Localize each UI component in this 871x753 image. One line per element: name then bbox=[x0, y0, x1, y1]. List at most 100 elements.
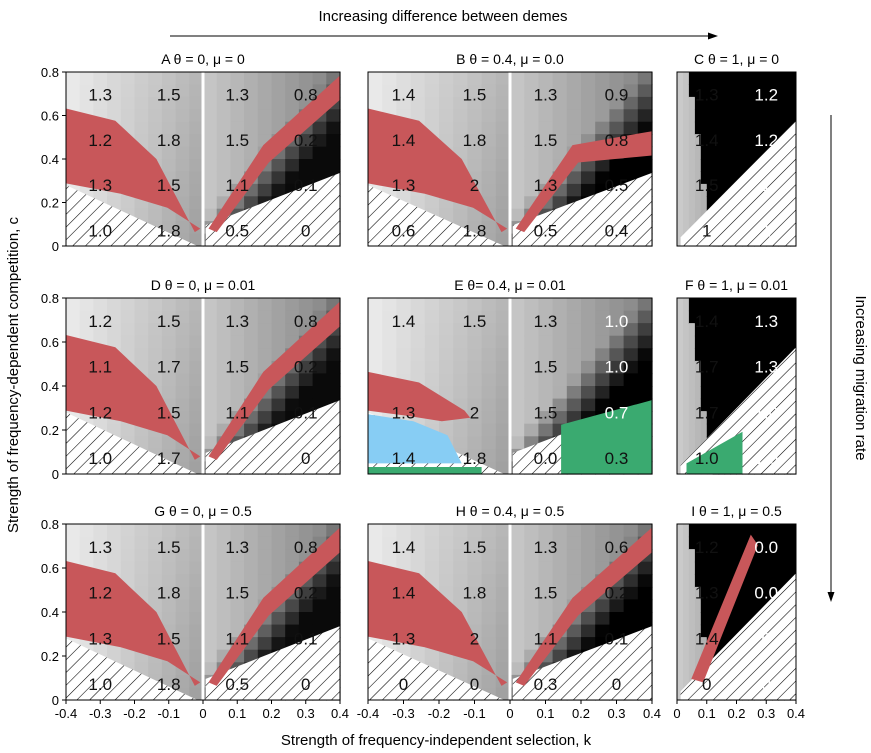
heatmap-cell bbox=[175, 373, 190, 387]
heatmap-cell bbox=[623, 310, 639, 324]
heatmap-cell bbox=[637, 298, 653, 312]
data-label: 1 bbox=[762, 176, 771, 195]
data-label: 0 bbox=[470, 675, 479, 694]
heatmap-cell bbox=[688, 96, 696, 110]
heatmap-cell bbox=[700, 423, 708, 437]
heatmap-cell bbox=[148, 109, 163, 123]
heatmap-cell bbox=[134, 524, 149, 538]
heatmap-cell bbox=[481, 536, 497, 550]
heatmap-cell bbox=[439, 373, 454, 387]
heatmap-cell bbox=[760, 72, 767, 85]
heatmap-cell bbox=[760, 574, 767, 588]
heatmap-cell bbox=[439, 524, 454, 538]
heatmap-cell bbox=[706, 121, 714, 135]
y-tick-label: 0.6 bbox=[41, 561, 59, 576]
heatmap-cell bbox=[244, 599, 259, 613]
heatmap-cell bbox=[524, 599, 539, 613]
heatmap-cell bbox=[524, 524, 539, 538]
heatmap-cell bbox=[694, 96, 702, 110]
heatmap-cell bbox=[595, 96, 610, 110]
heatmap-cell bbox=[609, 348, 625, 362]
heatmap-cell bbox=[694, 310, 702, 324]
heatmap-cell bbox=[189, 84, 204, 98]
heatmap-cell bbox=[790, 72, 797, 85]
heatmap-cell bbox=[581, 121, 596, 135]
heatmap-cell bbox=[706, 373, 714, 387]
heatmap-cell bbox=[683, 386, 690, 400]
heatmap-cell bbox=[694, 84, 702, 98]
heatmap-cell bbox=[510, 310, 525, 324]
heatmap-cell bbox=[510, 574, 525, 588]
heatmap-cell bbox=[772, 549, 779, 563]
heatmap-cell bbox=[134, 549, 149, 563]
data-label: 0.2 bbox=[294, 131, 318, 150]
heatmap-cell bbox=[730, 524, 737, 538]
heatmap-cell bbox=[396, 360, 412, 375]
green-region bbox=[686, 431, 743, 474]
heatmap-cell bbox=[778, 348, 785, 362]
heatmap-cell bbox=[706, 171, 714, 185]
heatmap-cell bbox=[203, 423, 218, 437]
heatmap-cell bbox=[778, 72, 785, 85]
data-label: 1.3 bbox=[392, 403, 416, 422]
heatmap-cell bbox=[495, 448, 511, 463]
data-label: 0.5 bbox=[225, 675, 249, 694]
heatmap-cell bbox=[481, 323, 497, 337]
heatmap-cell bbox=[467, 386, 483, 400]
heatmap-cell bbox=[257, 398, 273, 412]
data-label: 1.8 bbox=[463, 449, 487, 468]
heatmap-cell bbox=[712, 335, 720, 349]
heatmap-cell bbox=[203, 96, 218, 110]
heatmap-cell bbox=[736, 109, 743, 123]
heatmap-cell bbox=[688, 574, 696, 588]
heatmap-cell bbox=[257, 524, 273, 538]
heatmap-cell bbox=[439, 208, 454, 222]
heatmap-cell bbox=[706, 612, 714, 626]
heatmap-cell bbox=[736, 121, 743, 135]
x-tick-label: 0 bbox=[199, 706, 206, 721]
heatmap-cell bbox=[677, 183, 684, 197]
heatmap-cell bbox=[623, 109, 639, 123]
heatmap-cell bbox=[700, 599, 708, 613]
heatmap-cell bbox=[742, 134, 749, 148]
heatmap-cell bbox=[566, 536, 582, 550]
heatmap-cell bbox=[688, 72, 696, 85]
heatmap-cell bbox=[510, 183, 525, 197]
heatmap-cell bbox=[609, 84, 625, 98]
heatmap-cell bbox=[524, 536, 539, 550]
heatmap-cell bbox=[766, 298, 773, 312]
heatmap-cell bbox=[161, 109, 177, 123]
heatmap-cell bbox=[481, 146, 497, 160]
heatmap-cell bbox=[203, 574, 218, 588]
panel-title: G θ = 0, μ = 0.5 bbox=[154, 503, 252, 519]
heatmap-cell bbox=[609, 121, 625, 135]
heatmap-cell bbox=[271, 612, 286, 626]
red-region bbox=[515, 527, 652, 686]
heatmap-cell bbox=[148, 662, 163, 676]
heatmap-cell bbox=[244, 524, 259, 538]
data-label: 1.3 bbox=[225, 86, 249, 105]
y-tick-label: 0.6 bbox=[41, 335, 59, 350]
heatmap-cell bbox=[216, 335, 231, 349]
heatmap-cell bbox=[148, 574, 163, 588]
heatmap-cell bbox=[298, 624, 314, 638]
heatmap-cell bbox=[694, 183, 702, 197]
chart-panel-I: I θ = 1, μ = 0.51.2 0.01.3 0.01.4 00 00 0.1 0.… bbox=[673, 503, 805, 721]
heatmap-cell bbox=[216, 373, 231, 387]
heatmap-cell bbox=[730, 549, 737, 563]
heatmap-cell bbox=[134, 208, 149, 222]
red-region bbox=[691, 534, 758, 683]
heatmap-cell bbox=[677, 612, 684, 626]
heatmap-cell bbox=[189, 72, 204, 85]
heatmap-cell bbox=[396, 84, 412, 98]
heatmap-cell bbox=[754, 146, 761, 160]
heatmap-cell bbox=[244, 109, 259, 123]
data-label: 0.0 bbox=[754, 538, 778, 557]
heatmap-cell bbox=[467, 221, 483, 235]
heatmap-cell bbox=[677, 348, 684, 362]
heatmap-cell bbox=[467, 159, 483, 172]
heatmap-cell bbox=[688, 298, 696, 312]
heatmap-cell bbox=[760, 348, 767, 362]
heatmap-cell bbox=[410, 335, 426, 349]
heatmap-cell bbox=[724, 373, 732, 387]
